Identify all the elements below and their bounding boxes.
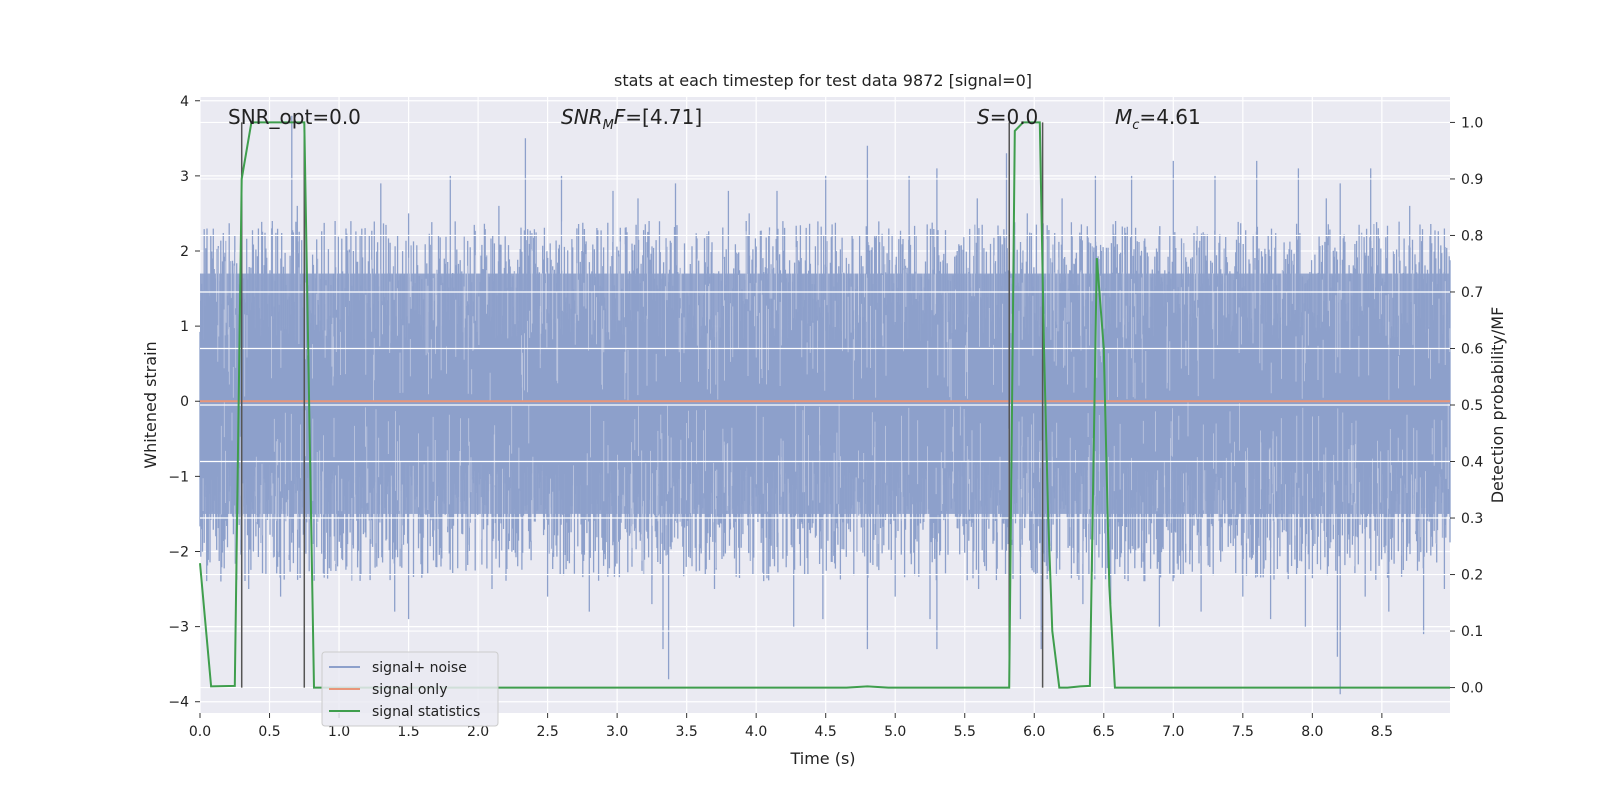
annotation-s: S=0.0 [977,105,1038,129]
y-tick-labels: −4 −3 −2 −1 0 1 2 3 4 [168,94,200,711]
x-tick-label: 8.0 [1301,724,1323,740]
y-tick-label: 0 [180,394,189,410]
x-tick-label: 2.5 [536,724,558,740]
y-tick-label: 2 [180,244,189,260]
legend-box [321,651,499,727]
y-tick-label: −3 [168,620,189,636]
y2-tick-label: 0.2 [1461,568,1483,584]
x-tick-label: 5.0 [884,724,906,740]
x-axis-label: Time (s) [789,749,855,768]
y2-tick-label: 0.3 [1461,511,1483,527]
y2-tick-label: 1.0 [1461,115,1483,131]
x-tick-label: 1.5 [397,724,419,740]
x-tick-label: 4.5 [815,724,837,740]
signal-statistics-line [199,121,1450,689]
x-tick-label: 3.0 [606,724,628,740]
y-tick-label: 4 [180,94,189,110]
y-tick-label: −1 [168,469,189,485]
x-tick-label: 4.0 [745,724,767,740]
y2-tick-label: 0.5 [1461,398,1483,414]
legend-label-signal-noise: signal+ noise [372,660,467,676]
y-tick-label: 1 [180,319,189,335]
x-tick-label: 0.0 [189,724,211,740]
y-tick-label: 3 [180,169,189,185]
y2-tick-label: 0.7 [1461,285,1483,301]
y2-tick-label: 0.8 [1461,228,1483,244]
x-tick-labels: 0.0 0.5 1.0 1.5 2.0 2.5 3.0 3.5 4.0 4.5 5.0 5.5 6.0 6… [189,713,1393,740]
y-tick-label: −4 [168,695,189,711]
x-tick-label: 1.0 [328,724,350,740]
y2-axis-label: Detection probability/MF [1488,307,1507,504]
x-tick-label: 2.0 [467,724,489,740]
y2-tick-label: 0.9 [1461,172,1483,188]
y2-tick-labels: 0.0 0.1 0.2 0.3 0.4 0.5 0.6 0.7 0.8 0.9 1.0 [1450,115,1483,697]
legend: signal+ noise signal only signal statist… [321,651,499,727]
x-tick-label: 6.5 [1093,724,1115,740]
annotation-snr-opt: SNR_opt=0.0 [228,105,361,129]
annotation-snr-mf: SNRMF=[4.71] [561,105,702,133]
series-lines [199,121,1450,689]
x-tick-label: 7.0 [1162,724,1184,740]
y2-tick-label: 0.0 [1461,681,1483,697]
x-tick-label: 6.0 [1023,724,1045,740]
signal-noise-series [199,115,1451,695]
chart-title: stats at each timestep for test data 987… [614,71,1032,90]
legend-label-signal-statistics: signal statistics [372,704,480,720]
x-tick-label: 0.5 [258,724,280,740]
y-axis-label: Whitened strain [141,341,160,468]
annotation-mc: Mc=4.61 [1115,105,1201,133]
x-tick-label: 8.5 [1371,724,1393,740]
x-tick-label: 5.5 [954,724,976,740]
y-tick-label: −2 [168,544,189,560]
legend-label-signal-only: signal only [372,682,447,698]
x-tick-label: 7.5 [1232,724,1254,740]
y2-tick-label: 0.6 [1461,341,1483,357]
y2-tick-label: 0.1 [1461,624,1483,640]
y2-tick-label: 0.4 [1461,455,1483,471]
x-tick-label: 3.5 [676,724,698,740]
